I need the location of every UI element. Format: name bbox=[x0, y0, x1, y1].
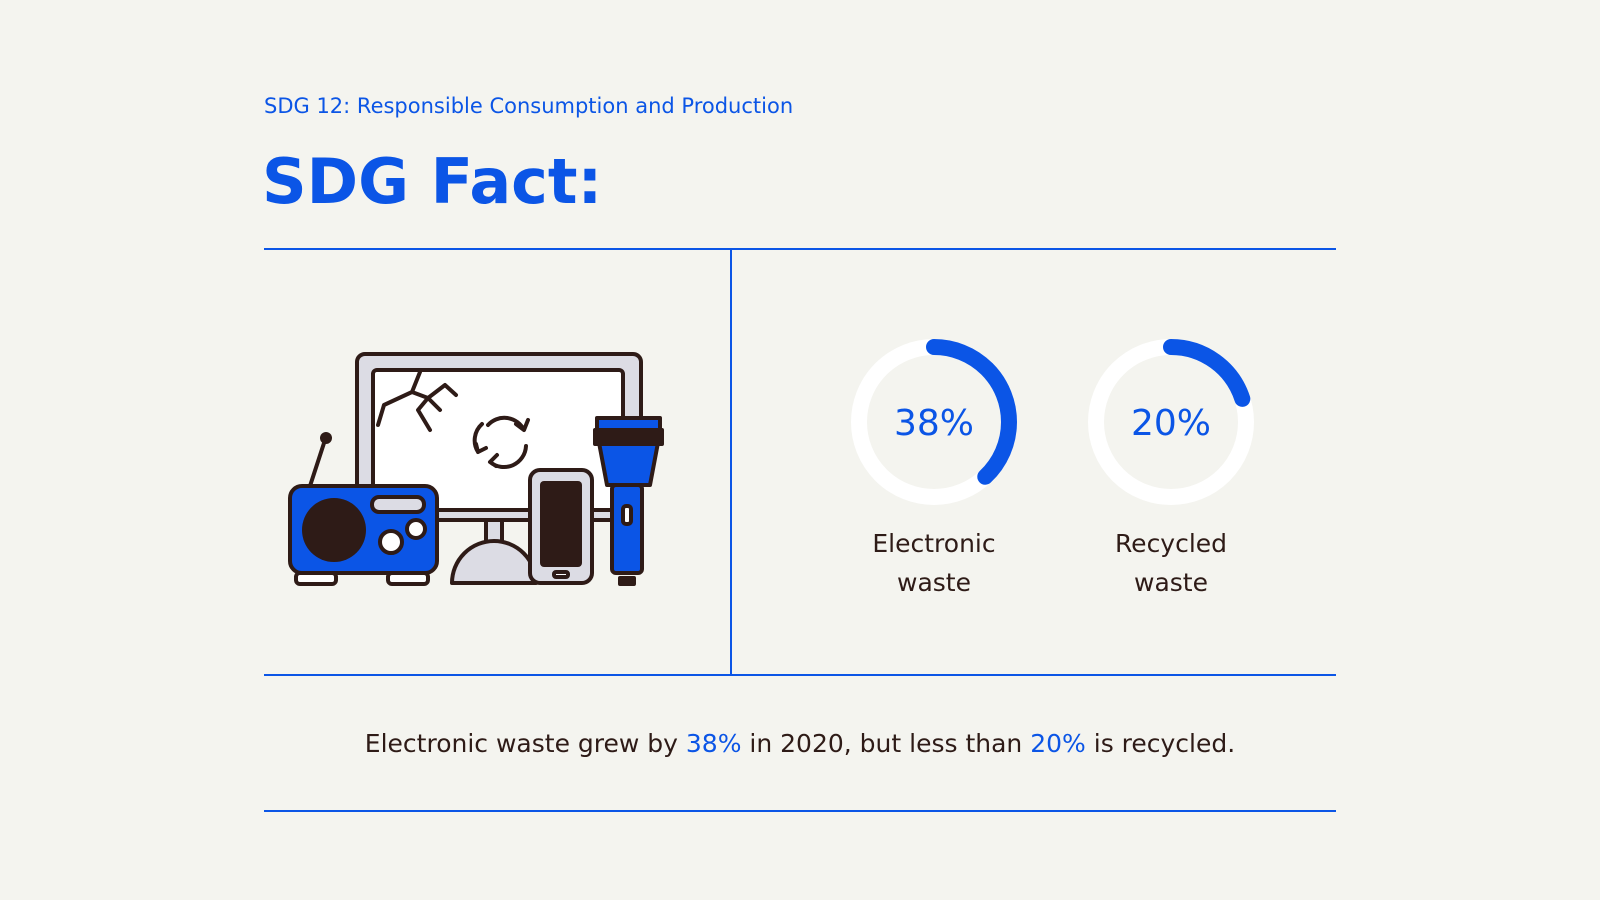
statement-highlight: 38% bbox=[686, 729, 742, 758]
e-waste-illustration bbox=[288, 352, 664, 586]
donut-value-label: 20% bbox=[1131, 403, 1211, 444]
donut-value-label: 38% bbox=[894, 403, 974, 444]
title: SDG Fact: bbox=[262, 145, 602, 218]
donut-label-line: Recycled bbox=[1115, 529, 1227, 558]
statement-text: in 2020, but less than bbox=[741, 729, 1030, 758]
donut-label: Recycled waste bbox=[1115, 529, 1227, 597]
donut-label-line: waste bbox=[1134, 568, 1208, 597]
donut-label-line: Electronic bbox=[872, 529, 995, 558]
statement-text: Electronic waste grew by bbox=[365, 729, 686, 758]
statement-text: is recycled. bbox=[1086, 729, 1235, 758]
donut-arc bbox=[851, 339, 1017, 505]
donut-label-line: waste bbox=[897, 568, 971, 597]
donut-label: Electronic waste bbox=[872, 529, 995, 597]
donut-arc bbox=[1088, 339, 1254, 505]
statement-highlight: 20% bbox=[1030, 729, 1086, 758]
subtitle: SDG 12: Responsible Consumption and Prod… bbox=[264, 94, 793, 118]
statement: Electronic waste grew by 38% in 2020, bu… bbox=[365, 729, 1235, 758]
